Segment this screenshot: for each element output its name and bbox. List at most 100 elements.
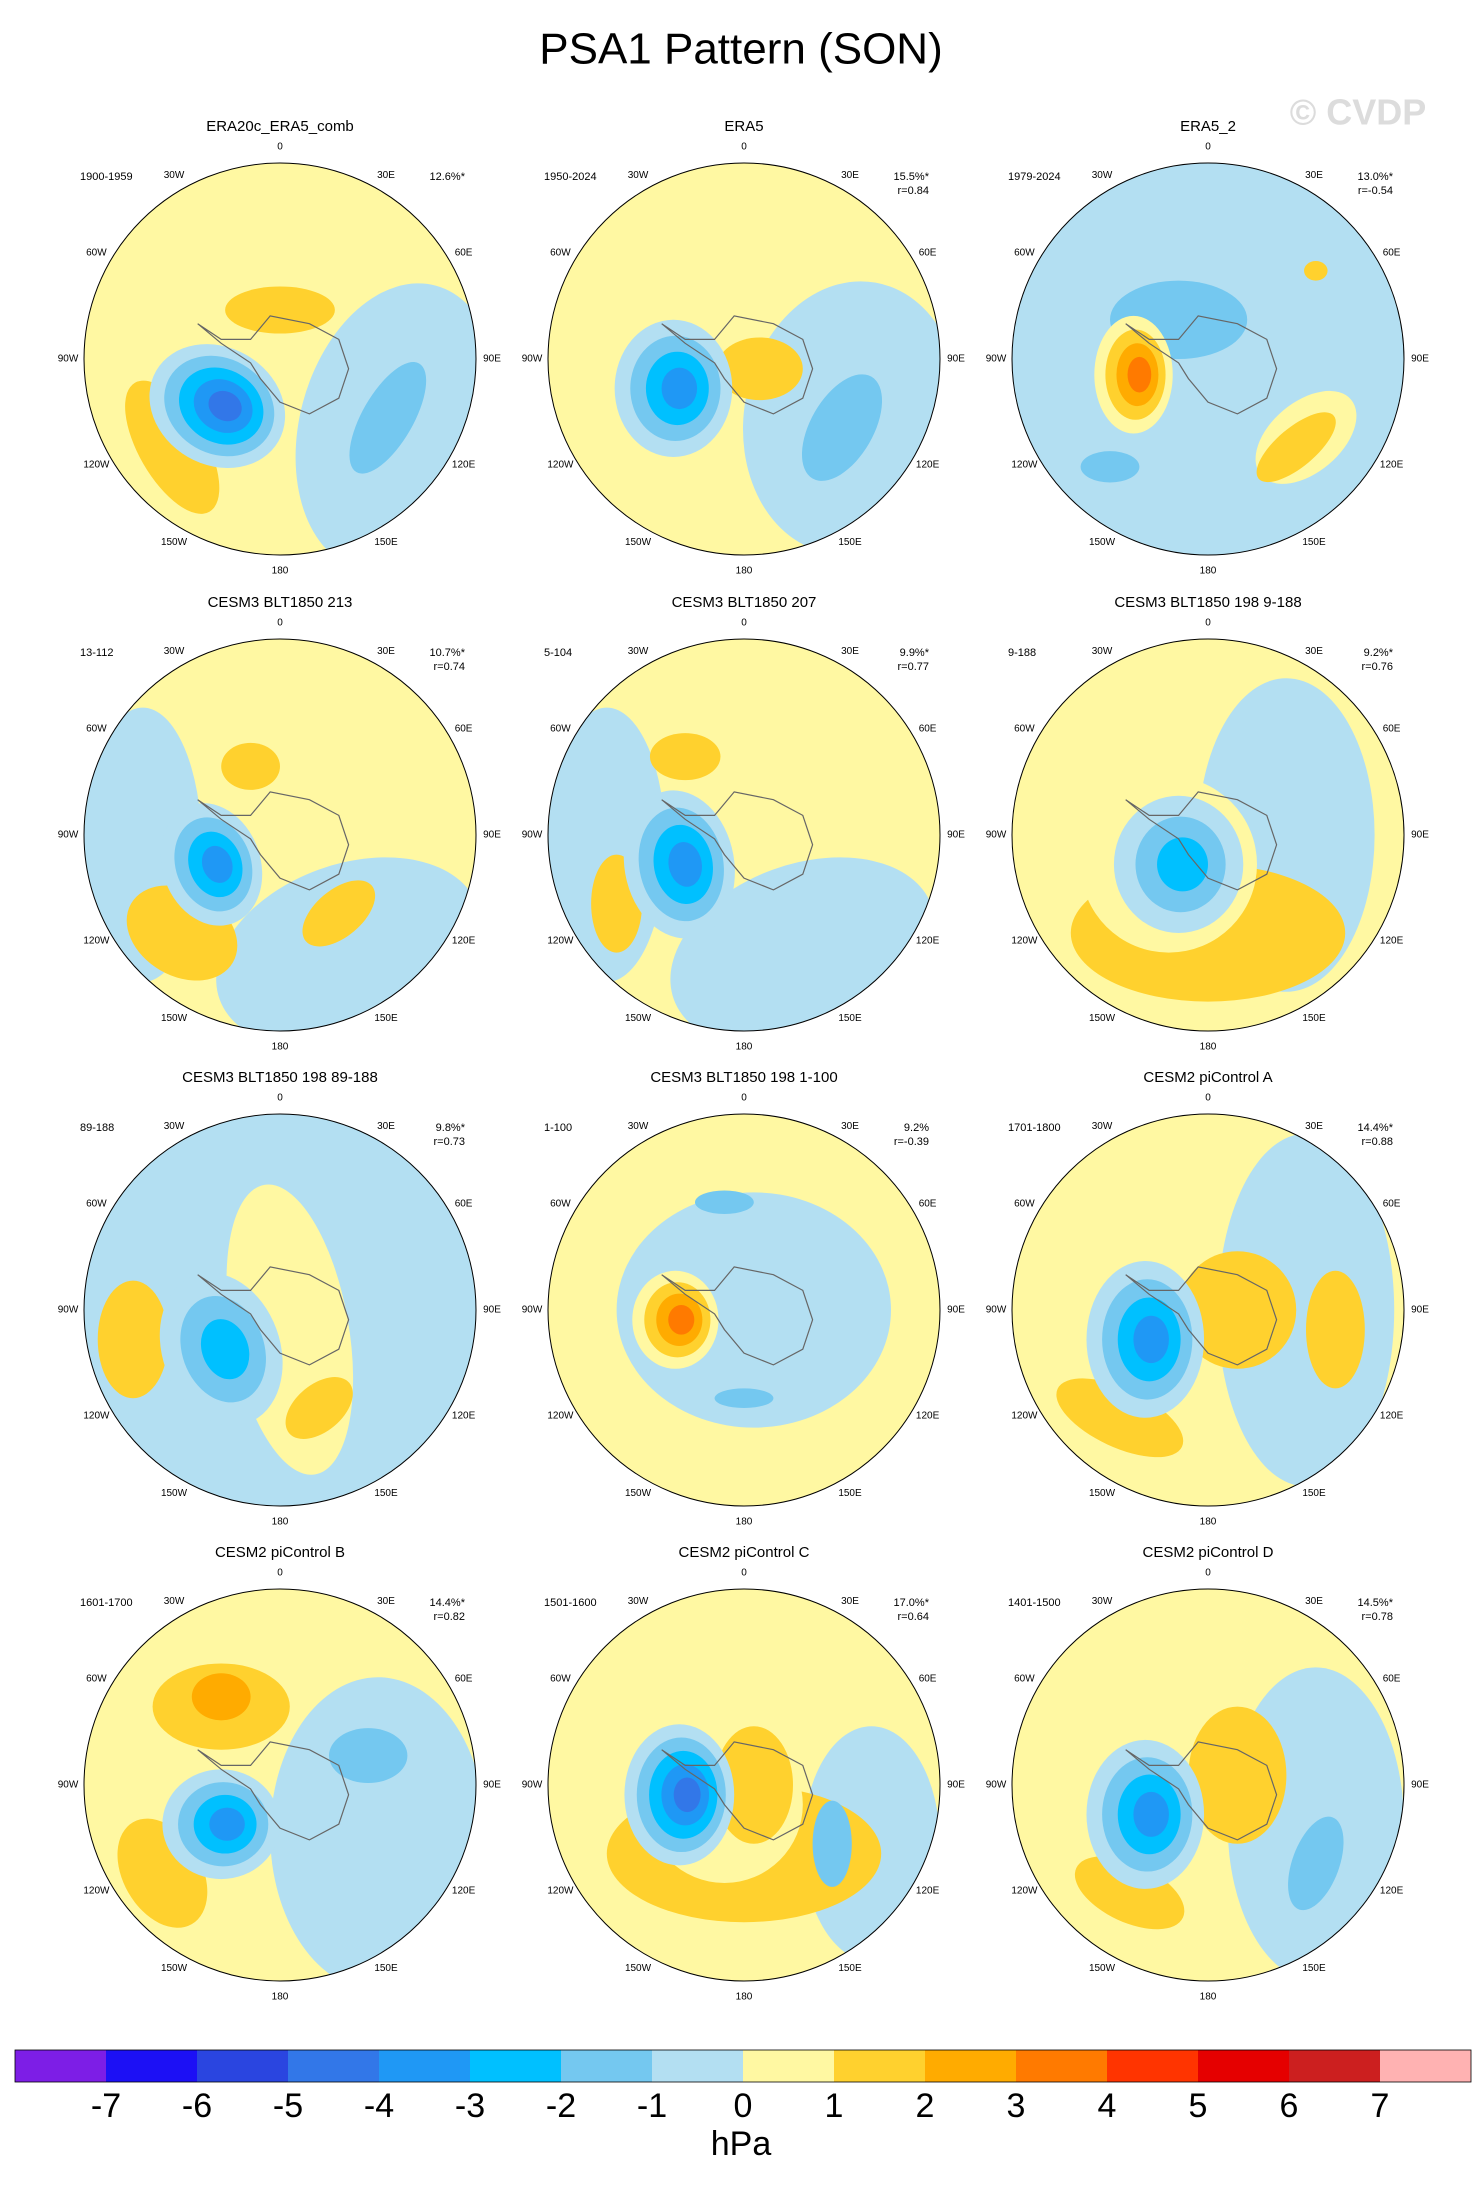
map-panel: CESM2 piControl C 1501-1600 17.0%* r=0.64 0 3…: [522, 1544, 966, 2003]
longitude-label: 90E: [1411, 1305, 1429, 1316]
longitude-label: 150W: [1089, 1963, 1116, 1974]
longitude-label: 60W: [86, 1674, 107, 1685]
panel-correlation: r=0.84: [898, 185, 930, 197]
colorbar-box: [743, 2050, 834, 2082]
longitude-label: 90W: [522, 1780, 543, 1791]
colorbar-box: [925, 2050, 1016, 2082]
longitude-label: 180: [736, 566, 753, 577]
longitude-label: 30E: [377, 170, 395, 181]
coastline: [661, 1741, 814, 1841]
contour-region: [1127, 356, 1152, 393]
longitude-label: 180: [272, 1042, 289, 1053]
colorbar-label: 3: [1007, 2087, 1026, 2125]
contour-region: [201, 845, 233, 883]
coastline: [661, 315, 814, 415]
colorbar-box: [1380, 2050, 1471, 2082]
watermark: © CVDP: [1290, 92, 1427, 133]
panel-title: CESM3 BLT1850 198 89-188: [182, 1069, 378, 1086]
longitude-label: 150W: [161, 537, 188, 548]
longitude-label: 90E: [947, 1305, 965, 1316]
contours: [84, 639, 476, 1031]
longitude-label: 30E: [841, 1121, 859, 1132]
longitude-label: 90W: [58, 1780, 79, 1791]
longitude-label: 150E: [374, 1488, 398, 1499]
longitude-label: 90W: [58, 354, 79, 365]
contours: [84, 163, 476, 555]
longitude-label: 30W: [1092, 1596, 1113, 1607]
contour-region: [97, 1280, 169, 1399]
coastline: [661, 1266, 814, 1366]
colorbar-label: 1: [825, 2087, 844, 2125]
longitude-label: 90W: [986, 1305, 1007, 1316]
longitude-label: 0: [1205, 1568, 1211, 1579]
longitude-label: 180: [1200, 566, 1217, 577]
longitude-label: 60W: [86, 248, 107, 259]
coastline: [1125, 1741, 1278, 1841]
map-panel: ERA20c_ERA5_comb 1900-1959 12.6%* 0 30E 60E 90…: [58, 118, 502, 577]
panel-period: 9-188: [1008, 647, 1036, 659]
panel-title: CESM2 piControl D: [1143, 1544, 1274, 1561]
map-border: [547, 638, 941, 1032]
longitude-label: 120E: [1380, 1411, 1404, 1422]
longitude-label: 60W: [1014, 1199, 1035, 1210]
map-panel: ERA5 1950-2024 15.5%* r=0.84 0 30E 60E 90E 120E 1…: [522, 118, 966, 577]
colorbar-label: -6: [182, 2087, 212, 2125]
longitude-label: 150W: [161, 1488, 188, 1499]
longitude-label: 60W: [86, 1199, 107, 1210]
map-border: [1011, 162, 1405, 556]
longitude-label: 0: [277, 1568, 283, 1579]
coastline: [197, 791, 350, 891]
panel-correlation: r=0.78: [1362, 1611, 1394, 1623]
map-panel: CESM2 piControl D 1401-1500 14.5%* r=0.78 0 3…: [986, 1544, 1430, 2003]
longitude-label: 60E: [919, 1199, 937, 1210]
longitude-label: 150E: [1302, 537, 1326, 548]
panel-period: 1979-2024: [1008, 171, 1061, 183]
longitude-label: 30E: [1305, 170, 1323, 181]
longitude-label: 150W: [625, 1963, 652, 1974]
longitude-label: 180: [272, 1992, 289, 2003]
panel-percent: 9.8%*: [436, 1122, 466, 1134]
panel-period: 5-104: [544, 647, 572, 659]
longitude-label: 30W: [628, 170, 649, 181]
longitude-label: 60E: [455, 1674, 473, 1685]
longitude-label: 150W: [161, 1963, 188, 1974]
contour-region: [661, 367, 698, 410]
figure-title: PSA1 Pattern (SON): [539, 25, 942, 74]
longitude-label: 30E: [841, 646, 859, 657]
contour-region: [329, 1728, 408, 1784]
contour-region: [191, 1673, 251, 1721]
contour-region: [125, 380, 220, 514]
panel-correlation: r=0.73: [434, 1136, 466, 1148]
contour-region: [714, 1388, 774, 1408]
longitude-label: 60W: [550, 248, 571, 259]
longitude-label: 180: [1200, 1992, 1217, 2003]
map-border: [83, 162, 477, 556]
map-panel: CESM3 BLT1850 198 9-188 9-188 9.2%* r=0.76 0…: [986, 594, 1430, 1053]
longitude-label: 150W: [625, 537, 652, 548]
contour-region: [221, 742, 280, 790]
longitude-label: 30W: [164, 170, 185, 181]
panel-percent: 14.4%*: [430, 1597, 466, 1609]
panel-title: CESM3 BLT1850 198 9-188: [1114, 594, 1301, 611]
longitude-label: 30E: [1305, 1596, 1323, 1607]
contour-region: [1256, 412, 1336, 483]
panel-period: 89-188: [80, 1122, 114, 1134]
colorbar-label: 7: [1371, 2087, 1390, 2125]
panel-title: CESM3 BLT1850 213: [208, 594, 353, 611]
contour-region: [1133, 1791, 1169, 1837]
panel-title: ERA5: [724, 118, 763, 135]
longitude-label: 150W: [625, 1488, 652, 1499]
longitude-label: 30W: [164, 1596, 185, 1607]
longitude-label: 180: [272, 566, 289, 577]
longitude-label: 150W: [625, 1013, 652, 1024]
longitude-label: 120E: [916, 936, 940, 947]
colorbar-box: [1198, 2050, 1289, 2082]
longitude-label: 90E: [1411, 354, 1429, 365]
map-panel: CESM2 piControl B 1601-1700 14.4%* r=0.82 0 3…: [58, 1544, 502, 2003]
panel-period: 13-112: [80, 647, 113, 659]
map-border: [1011, 1113, 1405, 1507]
longitude-label: 120W: [1011, 1886, 1038, 1897]
colorbar-label: 0: [734, 2087, 753, 2125]
map-border: [547, 1113, 941, 1507]
longitude-label: 120W: [547, 1411, 574, 1422]
